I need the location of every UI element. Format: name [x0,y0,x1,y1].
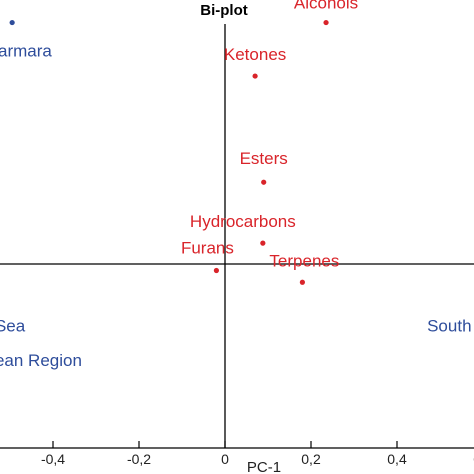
chart-title: Bi-plot [200,2,247,19]
point-furans [213,267,219,274]
extra-label-south: South [427,316,471,335]
point-label-armara: armara [0,42,52,61]
point-label-ketones: Ketones [224,45,286,64]
point-terpenes [299,279,305,285]
extra-label-sea: Sea [0,316,26,335]
point-label-furans: Furans [181,239,234,258]
point-label-hydrocarbons: Hydrocarbons [190,212,296,231]
x-tick-label: 0,2 [301,451,321,467]
x-tick-label: -0,4 [41,451,65,467]
point-esters [261,179,267,185]
x-tick-label: -0,2 [127,451,151,467]
point-label-terpenes: Terpenes [269,251,339,270]
point-hydrocarbons [260,240,266,246]
data-points: Alcohols Ketones Esters Hydrocarbons Furans T… [0,0,358,285]
point-label-alcohols: Alcohols [294,0,358,13]
extra-labels: Sea ean Region South [0,316,472,370]
point-armara [9,19,15,26]
x-ticks: -0,4-0,200,20,40,6 [41,441,474,467]
x-axis-label: PC-1 [247,459,281,474]
x-tick-label: 0,4 [387,451,407,467]
x-tick-label: 0 [221,451,229,467]
point-label-esters: Esters [240,149,288,168]
extra-label-ean-region: ean Region [0,351,82,370]
axes [0,24,474,449]
point-ketones [252,73,258,79]
point-alcohols [323,19,329,26]
